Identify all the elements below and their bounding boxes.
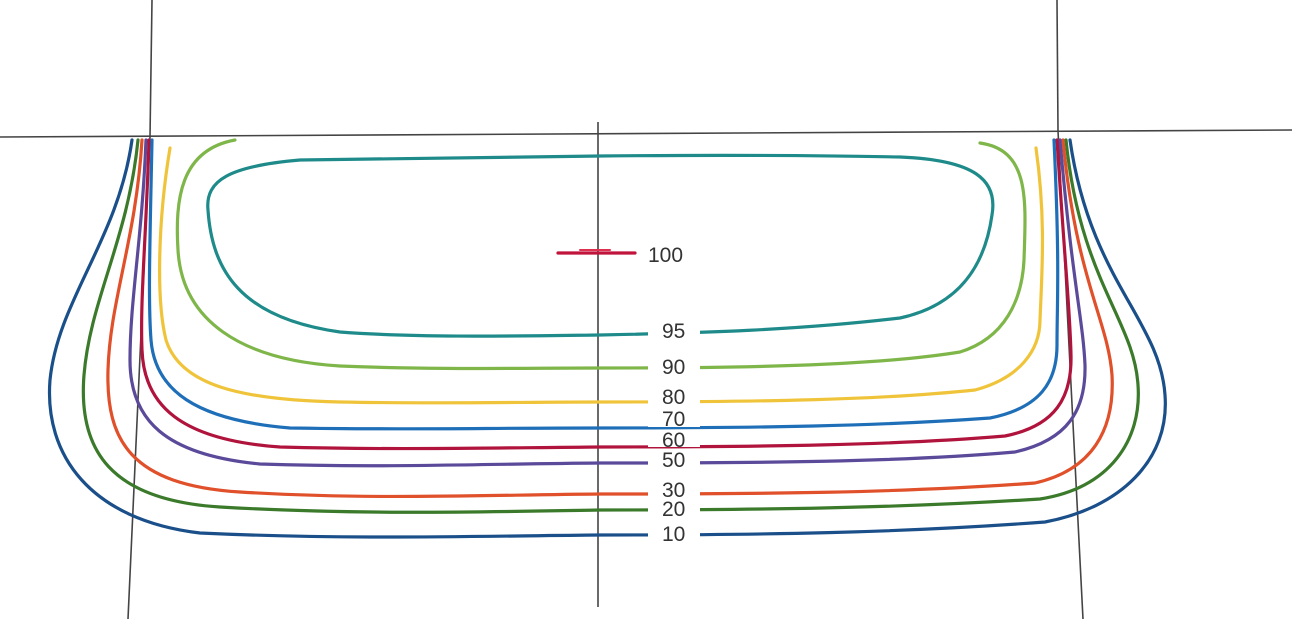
isodose-curves [47,138,1167,539]
label-95: 95 [662,320,685,343]
isodose-curve-60 [140,138,1073,451]
isodose-curve-30 [106,138,1114,499]
label-backgrounds [648,318,700,542]
label-50: 50 [662,449,685,472]
isodose-curve-90 [175,138,1027,371]
isodose-curve-70 [147,138,1060,431]
label-100: 100 [648,244,683,267]
isodose-curve-80 [157,146,1045,405]
isodose-curve-50 [128,138,1087,468]
isodose-curve-20 [81,138,1140,514]
label-90: 90 [662,356,685,379]
isodose-curve-95 [206,153,995,338]
contour-labels: 100 95 90 80 70 60 50 30 20 10 [648,244,685,546]
label-60: 60 [662,429,685,452]
label-10: 10 [662,523,685,546]
isodose-curve-10 [47,138,1167,539]
right-field-edge-upper [1056,0,1059,132]
max-dose-marker [556,249,637,255]
label-70: 70 [662,408,685,431]
label-20: 20 [662,498,685,521]
left-field-edge-upper [149,0,153,138]
surface-line [0,129,1292,138]
label-30: 30 [662,479,685,502]
label-80: 80 [662,386,685,409]
